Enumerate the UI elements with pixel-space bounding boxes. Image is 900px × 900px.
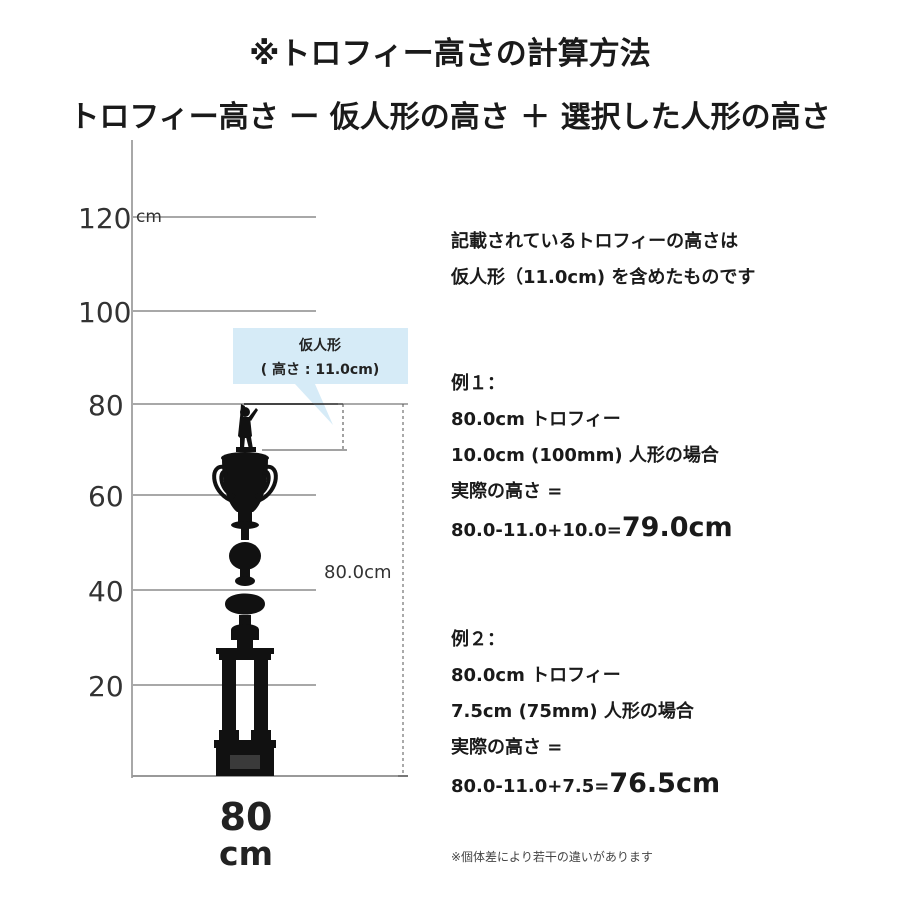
figure-height-dimension — [244, 403, 347, 451]
example-2-result: 76.5cm — [609, 768, 721, 799]
trophy-base — [214, 740, 276, 776]
trophy-columns — [216, 648, 274, 740]
trophy-height-dimension — [338, 403, 408, 777]
tick-label-120: 120 — [78, 202, 131, 235]
example-1-figure: 10.0cm (100mm) 人形の場合 — [451, 445, 719, 466]
example-2-formula-row: 80.0-11.0+7.5=76.5cm — [451, 766, 720, 802]
trophy-stem — [225, 542, 265, 650]
trophy-size-unit: cm — [219, 834, 273, 873]
example-2-figure: 7.5cm (75mm) 人形の場合 — [451, 701, 694, 722]
callout-detail: ( 高さ : 11.0cm) — [261, 361, 379, 378]
example-1-result: 79.0cm — [621, 512, 733, 543]
tick-unit: cm — [136, 207, 162, 227]
example-1-formula-row: 80.0-11.0+10.0=79.0cm — [451, 510, 733, 546]
example-2-trophy: 80.0cm トロフィー — [451, 665, 621, 686]
callout-title: 仮人形 — [298, 337, 341, 354]
formula-title: トロフィー高さ ー 仮人形の高さ ＋ 選択した人形の高さ — [69, 100, 831, 135]
example-2-actual: 実際の高さ = — [451, 737, 563, 758]
tick-label-40: 40 — [88, 575, 124, 608]
intro-line-2: 仮人形（11.0cm) を含めたものです — [451, 267, 756, 288]
figure-callout: 仮人形 ( 高さ : 11.0cm) — [233, 328, 408, 425]
example-1: 例１： 80.0cm トロフィー 10.0cm (100mm) 人形の場合 実際… — [451, 366, 733, 546]
example-1-actual: 実際の高さ = — [451, 481, 563, 502]
example-2-heading: 例２： — [451, 629, 505, 650]
example-1-heading: 例１： — [451, 373, 505, 394]
intro-text: 記載されているトロフィーの高さは 仮人形（11.0cm) を含めたものです — [451, 224, 755, 296]
trophy-silhouette — [212, 404, 278, 776]
page-title: ※トロフィー高さの計算方法 — [249, 36, 651, 72]
tick-label-20: 20 — [88, 670, 124, 703]
trophy-cup — [212, 452, 278, 540]
example-1-formula: 80.0-11.0+10.0= — [451, 520, 622, 541]
trophy-height-label: 80.0cm — [324, 562, 392, 583]
golfer-figure — [236, 404, 258, 452]
example-1-trophy: 80.0cm トロフィー — [451, 409, 621, 430]
example-2: 例２： 80.0cm トロフィー 7.5cm (75mm) 人形の場合 実際の高… — [451, 622, 720, 802]
variance-note: ※個体差により若干の違いがあります — [451, 850, 653, 864]
tick-label-60: 60 — [88, 480, 124, 513]
example-2-formula: 80.0-11.0+7.5= — [451, 776, 610, 797]
tick-label-100: 100 — [78, 296, 131, 329]
intro-line-1: 記載されているトロフィーの高さは — [451, 231, 739, 252]
trophy-size-value: 80 — [220, 795, 273, 839]
tick-label-80: 80 — [88, 389, 124, 422]
